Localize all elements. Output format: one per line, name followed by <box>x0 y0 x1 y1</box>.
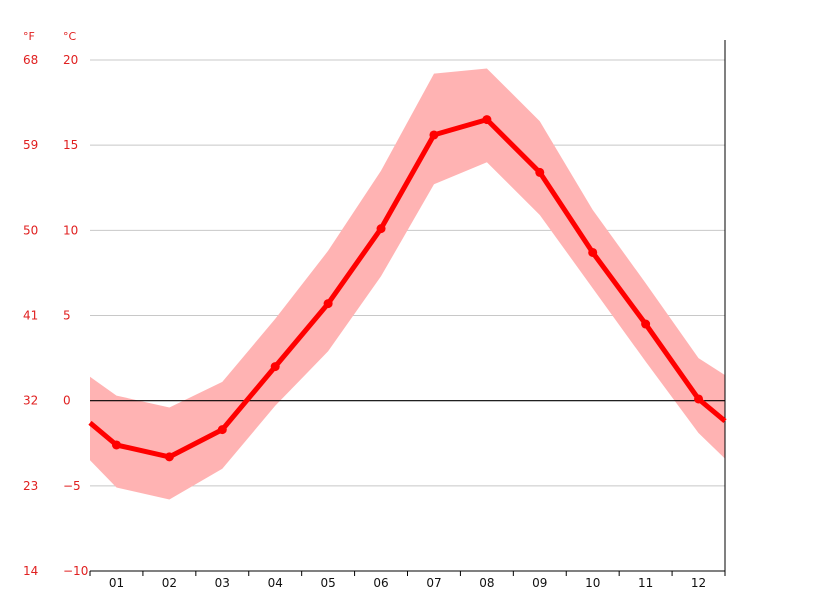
y-tick-fahrenheit: 50 <box>23 223 38 237</box>
y-tick-fahrenheit: 59 <box>23 138 38 152</box>
x-tick-label: 07 <box>426 576 441 590</box>
x-tick-label: 02 <box>162 576 177 590</box>
range-band <box>90 68 725 500</box>
series-line <box>88 117 727 460</box>
x-tick-label: 03 <box>215 576 230 590</box>
y-tick-celsius: 0 <box>63 394 71 408</box>
x-tick-label: 08 <box>479 576 494 590</box>
data-point <box>641 319 651 329</box>
y-tick-celsius: 5 <box>63 309 71 323</box>
y-tick-fahrenheit: 41 <box>23 309 38 323</box>
data-point <box>482 115 492 125</box>
data-point <box>376 224 386 234</box>
data-point <box>694 394 704 404</box>
x-tick-label: 04 <box>268 576 283 590</box>
data-point <box>429 130 439 140</box>
y-tick-celsius: 10 <box>63 223 78 237</box>
y-tick-fahrenheit: 32 <box>23 394 38 408</box>
x-tick-label: 05 <box>320 576 335 590</box>
x-tick-label: 06 <box>373 576 388 590</box>
data-point <box>323 299 333 309</box>
x-tick-label: 12 <box>691 576 706 590</box>
data-point <box>217 425 227 435</box>
x-tick-label: 11 <box>638 576 653 590</box>
x-tick-label: 01 <box>109 576 124 590</box>
temperature-series <box>88 115 727 462</box>
x-tick-label: 10 <box>585 576 600 590</box>
celsius-unit-label: °C <box>63 30 77 43</box>
data-point <box>535 167 545 177</box>
y-tick-fahrenheit: 14 <box>23 564 38 578</box>
data-point <box>270 362 280 372</box>
fahrenheit-unit-label: °F <box>23 30 35 43</box>
temperature-range-band <box>90 68 725 500</box>
y-tick-celsius: 20 <box>63 53 78 67</box>
x-tick-label: 09 <box>532 576 547 590</box>
y-tick-celsius: −10 <box>63 564 88 578</box>
y-tick-fahrenheit: 23 <box>23 479 38 493</box>
axes <box>89 40 726 576</box>
tick-labels: °F °C 68 20 59 15 50 10 41 5 32 0 23 −5 14 −10 01 02 03 0… <box>23 30 706 590</box>
data-point <box>111 440 121 450</box>
y-tick-fahrenheit: 68 <box>23 53 38 67</box>
y-tick-celsius: −5 <box>63 479 81 493</box>
data-point <box>588 247 598 257</box>
y-tick-celsius: 15 <box>63 138 78 152</box>
data-point <box>164 452 174 462</box>
